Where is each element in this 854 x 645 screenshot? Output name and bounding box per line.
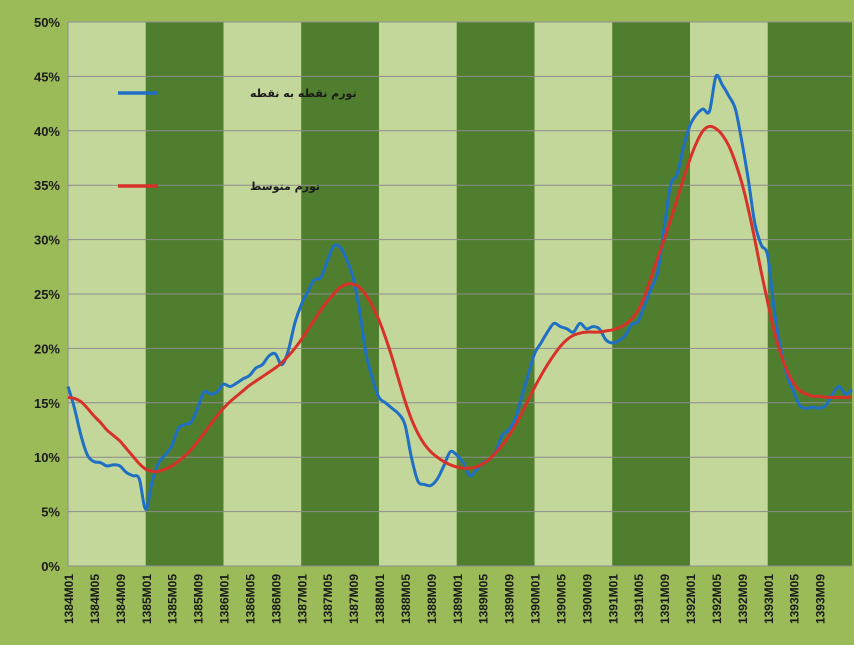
x-tick-label: 1387M05 [321,574,335,624]
x-tick-label: 1386M09 [269,574,283,624]
x-tick-label: 1385M09 [192,574,206,624]
x-tick-label: 1388M05 [399,574,413,624]
series-line-point-to-point [66,73,853,511]
x-tick-label: 1393M09 [814,574,828,624]
y-tick-label: 25% [34,287,60,302]
y-tick-label: 50% [34,15,60,30]
legend-label: تورم نقطه به نقطه [250,87,357,100]
x-tick-label: 1388M09 [425,574,439,624]
x-tick-label: 1384M05 [88,574,102,624]
x-tick-label: 1384M01 [62,574,76,624]
series-lines [66,73,853,511]
legend: تورم نقطه به نقطه تورم متوسط [118,87,357,193]
x-tick-label: 1390M05 [554,574,568,624]
y-tick-label: 0% [41,559,60,574]
y-tick-label: 15% [34,396,60,411]
x-tick-label: 1386M05 [243,574,257,624]
x-tick-label: 1392M09 [736,574,750,624]
x-tick-label: 1393M05 [788,574,802,624]
x-tick-label: 1390M09 [580,574,594,624]
x-tick-label: 1389M01 [451,574,465,624]
x-tick-label: 1392M05 [710,574,724,624]
x-tick-label: 1385M05 [166,574,180,624]
x-tick-label: 1393M01 [762,574,776,624]
x-tick-label: 1387M01 [295,574,309,624]
x-tick-label: 1386M01 [218,574,232,624]
x-tick-label: 1388M01 [373,574,387,624]
x-axis-ticks: 1384M01 1384M05 1384M09 1385M01 1385M05 1385M… [62,574,828,624]
x-tick-label: 1385M01 [140,574,154,624]
y-tick-label: 30% [34,233,60,248]
y-tick-label: 45% [34,69,60,84]
legend-label: تورم متوسط [250,180,320,193]
x-tick-label: 1389M05 [477,574,491,624]
y-axis-ticks: 0% 5% 10% 15% 20% 25% 30% 35% 40% 45% 50% [34,15,60,574]
y-tick-label: 20% [34,341,60,356]
x-tick-label: 1384M09 [114,574,128,624]
y-tick-label: 40% [34,124,60,139]
y-tick-label: 5% [41,505,60,520]
x-tick-label: 1392M01 [684,574,698,624]
x-tick-label: 1389M09 [503,574,517,624]
series-line-average [67,124,852,474]
y-tick-label: 10% [34,450,60,465]
x-tick-label: 1391M09 [658,574,672,624]
x-tick-label: 1390M01 [529,574,543,624]
x-tick-label: 1391M05 [632,574,646,624]
x-tick-label: 1391M01 [606,574,620,624]
y-tick-label: 35% [34,178,60,193]
x-tick-label: 1387M09 [347,574,361,624]
